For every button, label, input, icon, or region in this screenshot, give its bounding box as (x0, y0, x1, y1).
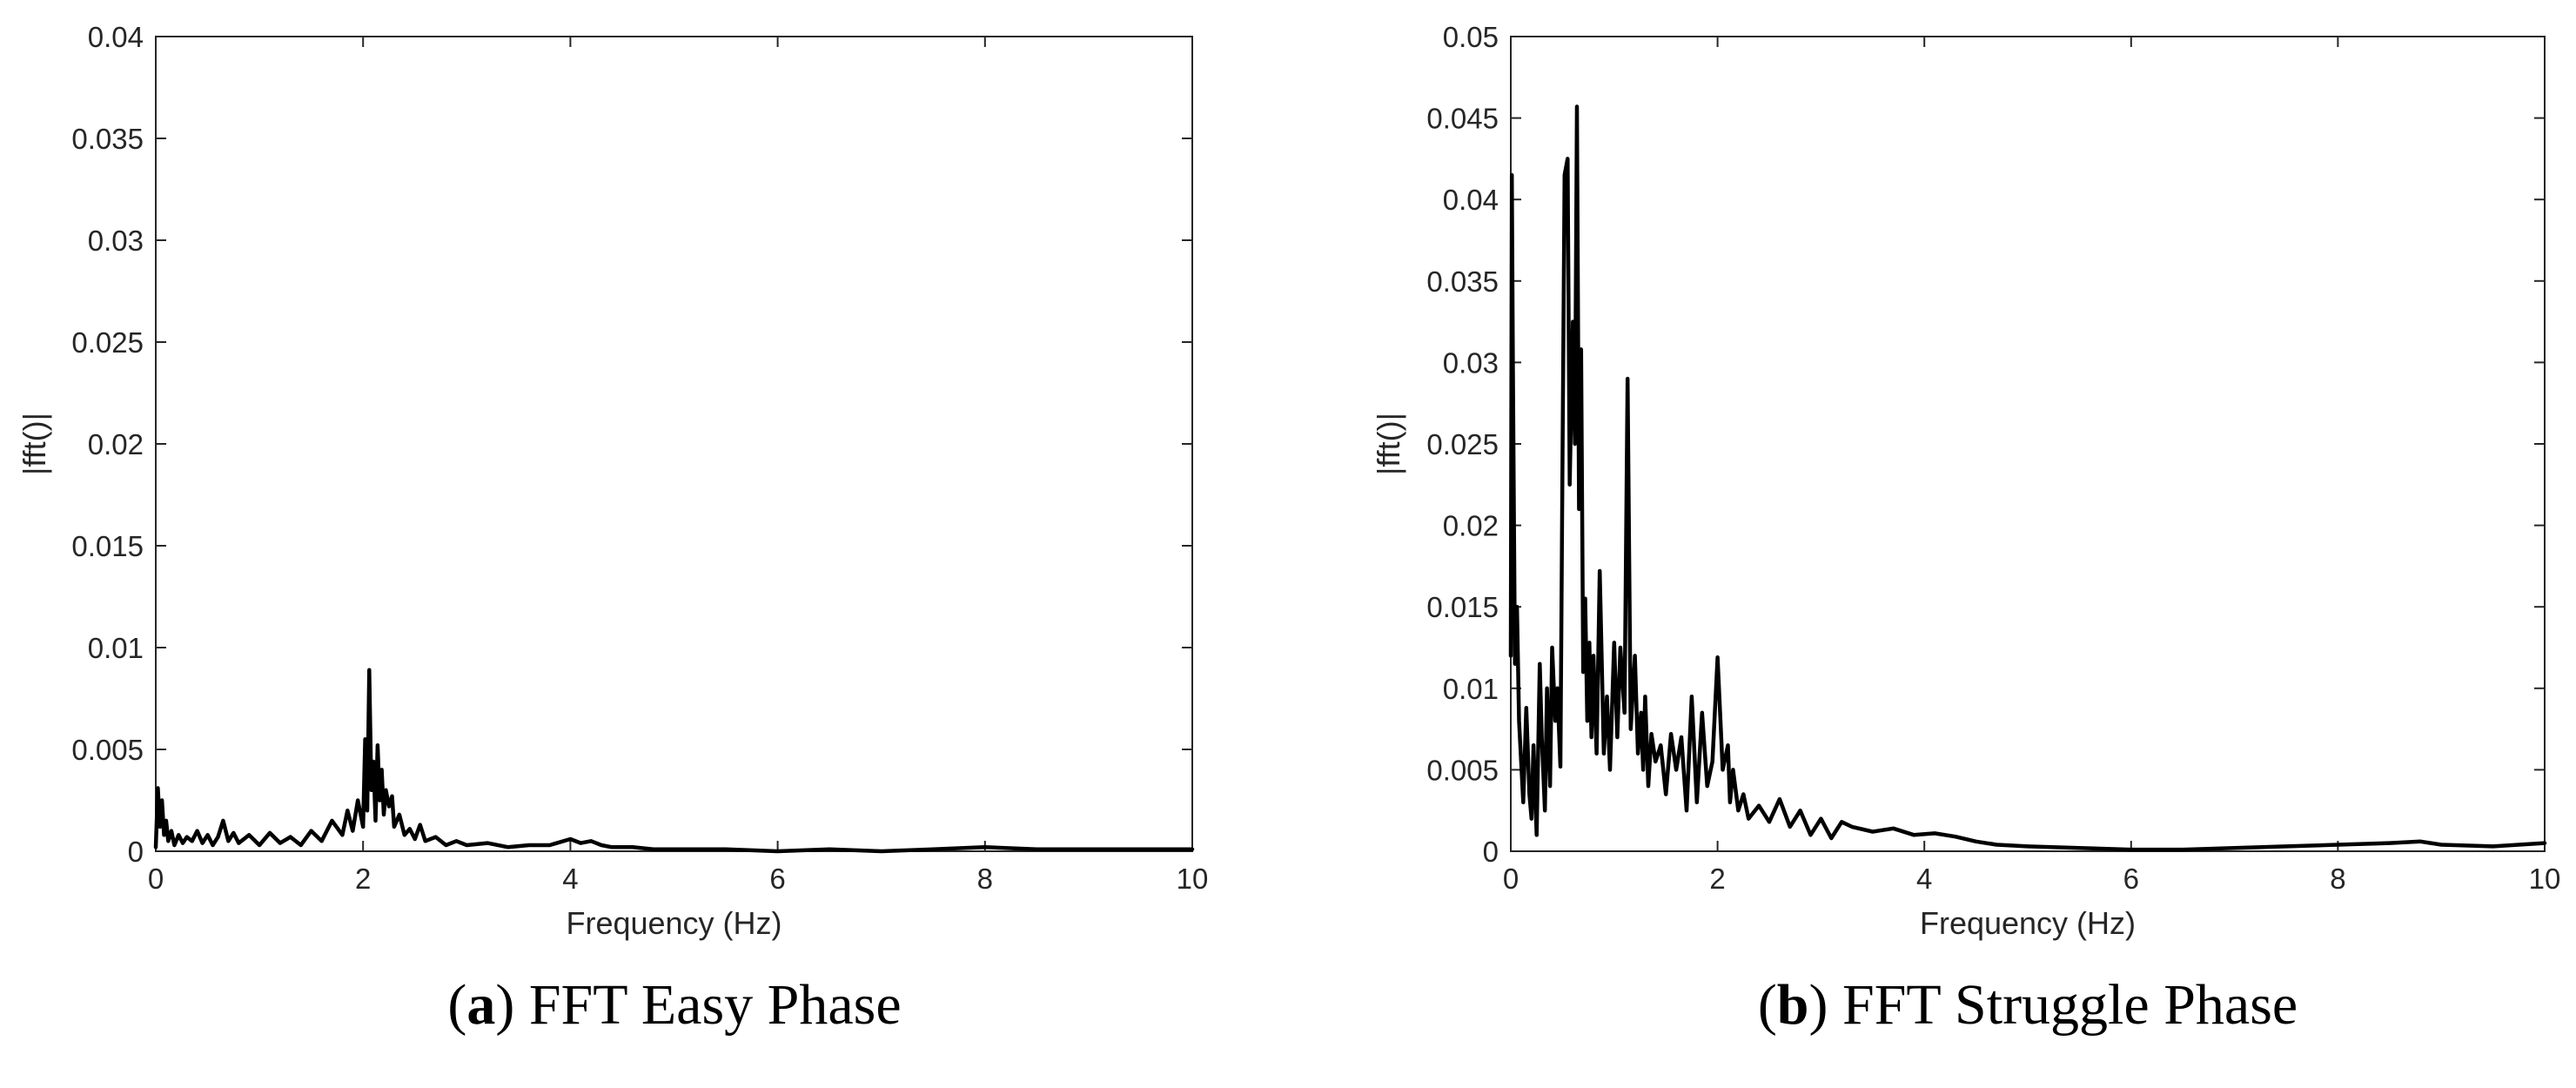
y-axis-label: |fft()| (17, 413, 52, 475)
y-axis-label: |fft()| (1371, 413, 1406, 475)
caption-text: FFT Struggle Phase (1828, 973, 2298, 1037)
x-tick-label: 2 (1709, 863, 1725, 895)
panel-b: 0 2 4 6 8 10 0 0.005 0.01 0.015 0.02 0.025 0.03 0.035… (1371, 21, 2560, 1037)
series-line (1508, 104, 2547, 852)
x-tick-label: 0 (148, 863, 164, 895)
caption-letter: b (1777, 973, 1809, 1037)
series-line (153, 668, 1195, 854)
x-tick-label: 10 (1177, 863, 1209, 895)
panel-caption: (a) FFT Easy Phase (447, 973, 901, 1037)
caption-close-paren: ) (495, 973, 514, 1037)
x-tick-label: 6 (2123, 863, 2139, 895)
caption-open-paren: ( (447, 973, 466, 1037)
y-tick-label: 0.05 (1443, 21, 1499, 53)
caption-text: FFT Easy Phase (514, 973, 901, 1037)
y-tick-label: 0.02 (88, 428, 144, 460)
panel-a: 0 2 4 6 8 10 0 0.005 0.01 0.015 0.02 0.025 0.03 0.035… (17, 21, 1208, 1037)
y-tick-label: 0.01 (1443, 673, 1499, 705)
x-tick-label: 8 (2330, 863, 2345, 895)
axes-box (155, 36, 1193, 852)
caption-letter: a (466, 973, 495, 1037)
y-tick-label: 0.04 (1443, 184, 1499, 216)
y-tick-label: 0.035 (71, 123, 144, 155)
panel-caption: (b) FFT Struggle Phase (1758, 973, 2298, 1037)
caption-close-paren: ) (1809, 973, 1828, 1037)
caption-open-paren: ( (1758, 973, 1777, 1037)
y-tick-label: 0.045 (1426, 103, 1499, 135)
x-tick-label: 10 (2529, 863, 2561, 895)
x-axis-label: Frequency (Hz) (1920, 905, 2136, 941)
y-tick-label: 0.025 (71, 326, 144, 359)
y-tick-label: 0.005 (71, 734, 144, 766)
axes-box (1510, 36, 2546, 852)
y-tick-label: 0.035 (1426, 265, 1499, 298)
y-tick-label: 0.03 (1443, 346, 1499, 379)
y-tick-label: 0.03 (88, 225, 144, 257)
x-tick-label: 4 (562, 863, 578, 895)
y-tick-label: 0.01 (88, 632, 144, 664)
y-tick-label: 0.04 (88, 21, 144, 53)
x-tick-label: 4 (1916, 863, 1932, 895)
x-tick-label: 6 (769, 863, 785, 895)
x-axis-label: Frequency (Hz) (566, 905, 782, 941)
y-tick-label: 0.025 (1426, 428, 1499, 460)
y-tick-label: 0.015 (1426, 591, 1499, 623)
x-tick-label: 8 (977, 863, 993, 895)
y-tick-label: 0 (1483, 836, 1499, 868)
y-tick-label: 0 (128, 836, 144, 868)
x-tick-label: 2 (355, 863, 371, 895)
y-tick-label: 0.02 (1443, 510, 1499, 542)
x-tick-label: 0 (1503, 863, 1519, 895)
y-tick-label: 0.015 (71, 530, 144, 562)
y-tick-label: 0.005 (1426, 754, 1499, 786)
